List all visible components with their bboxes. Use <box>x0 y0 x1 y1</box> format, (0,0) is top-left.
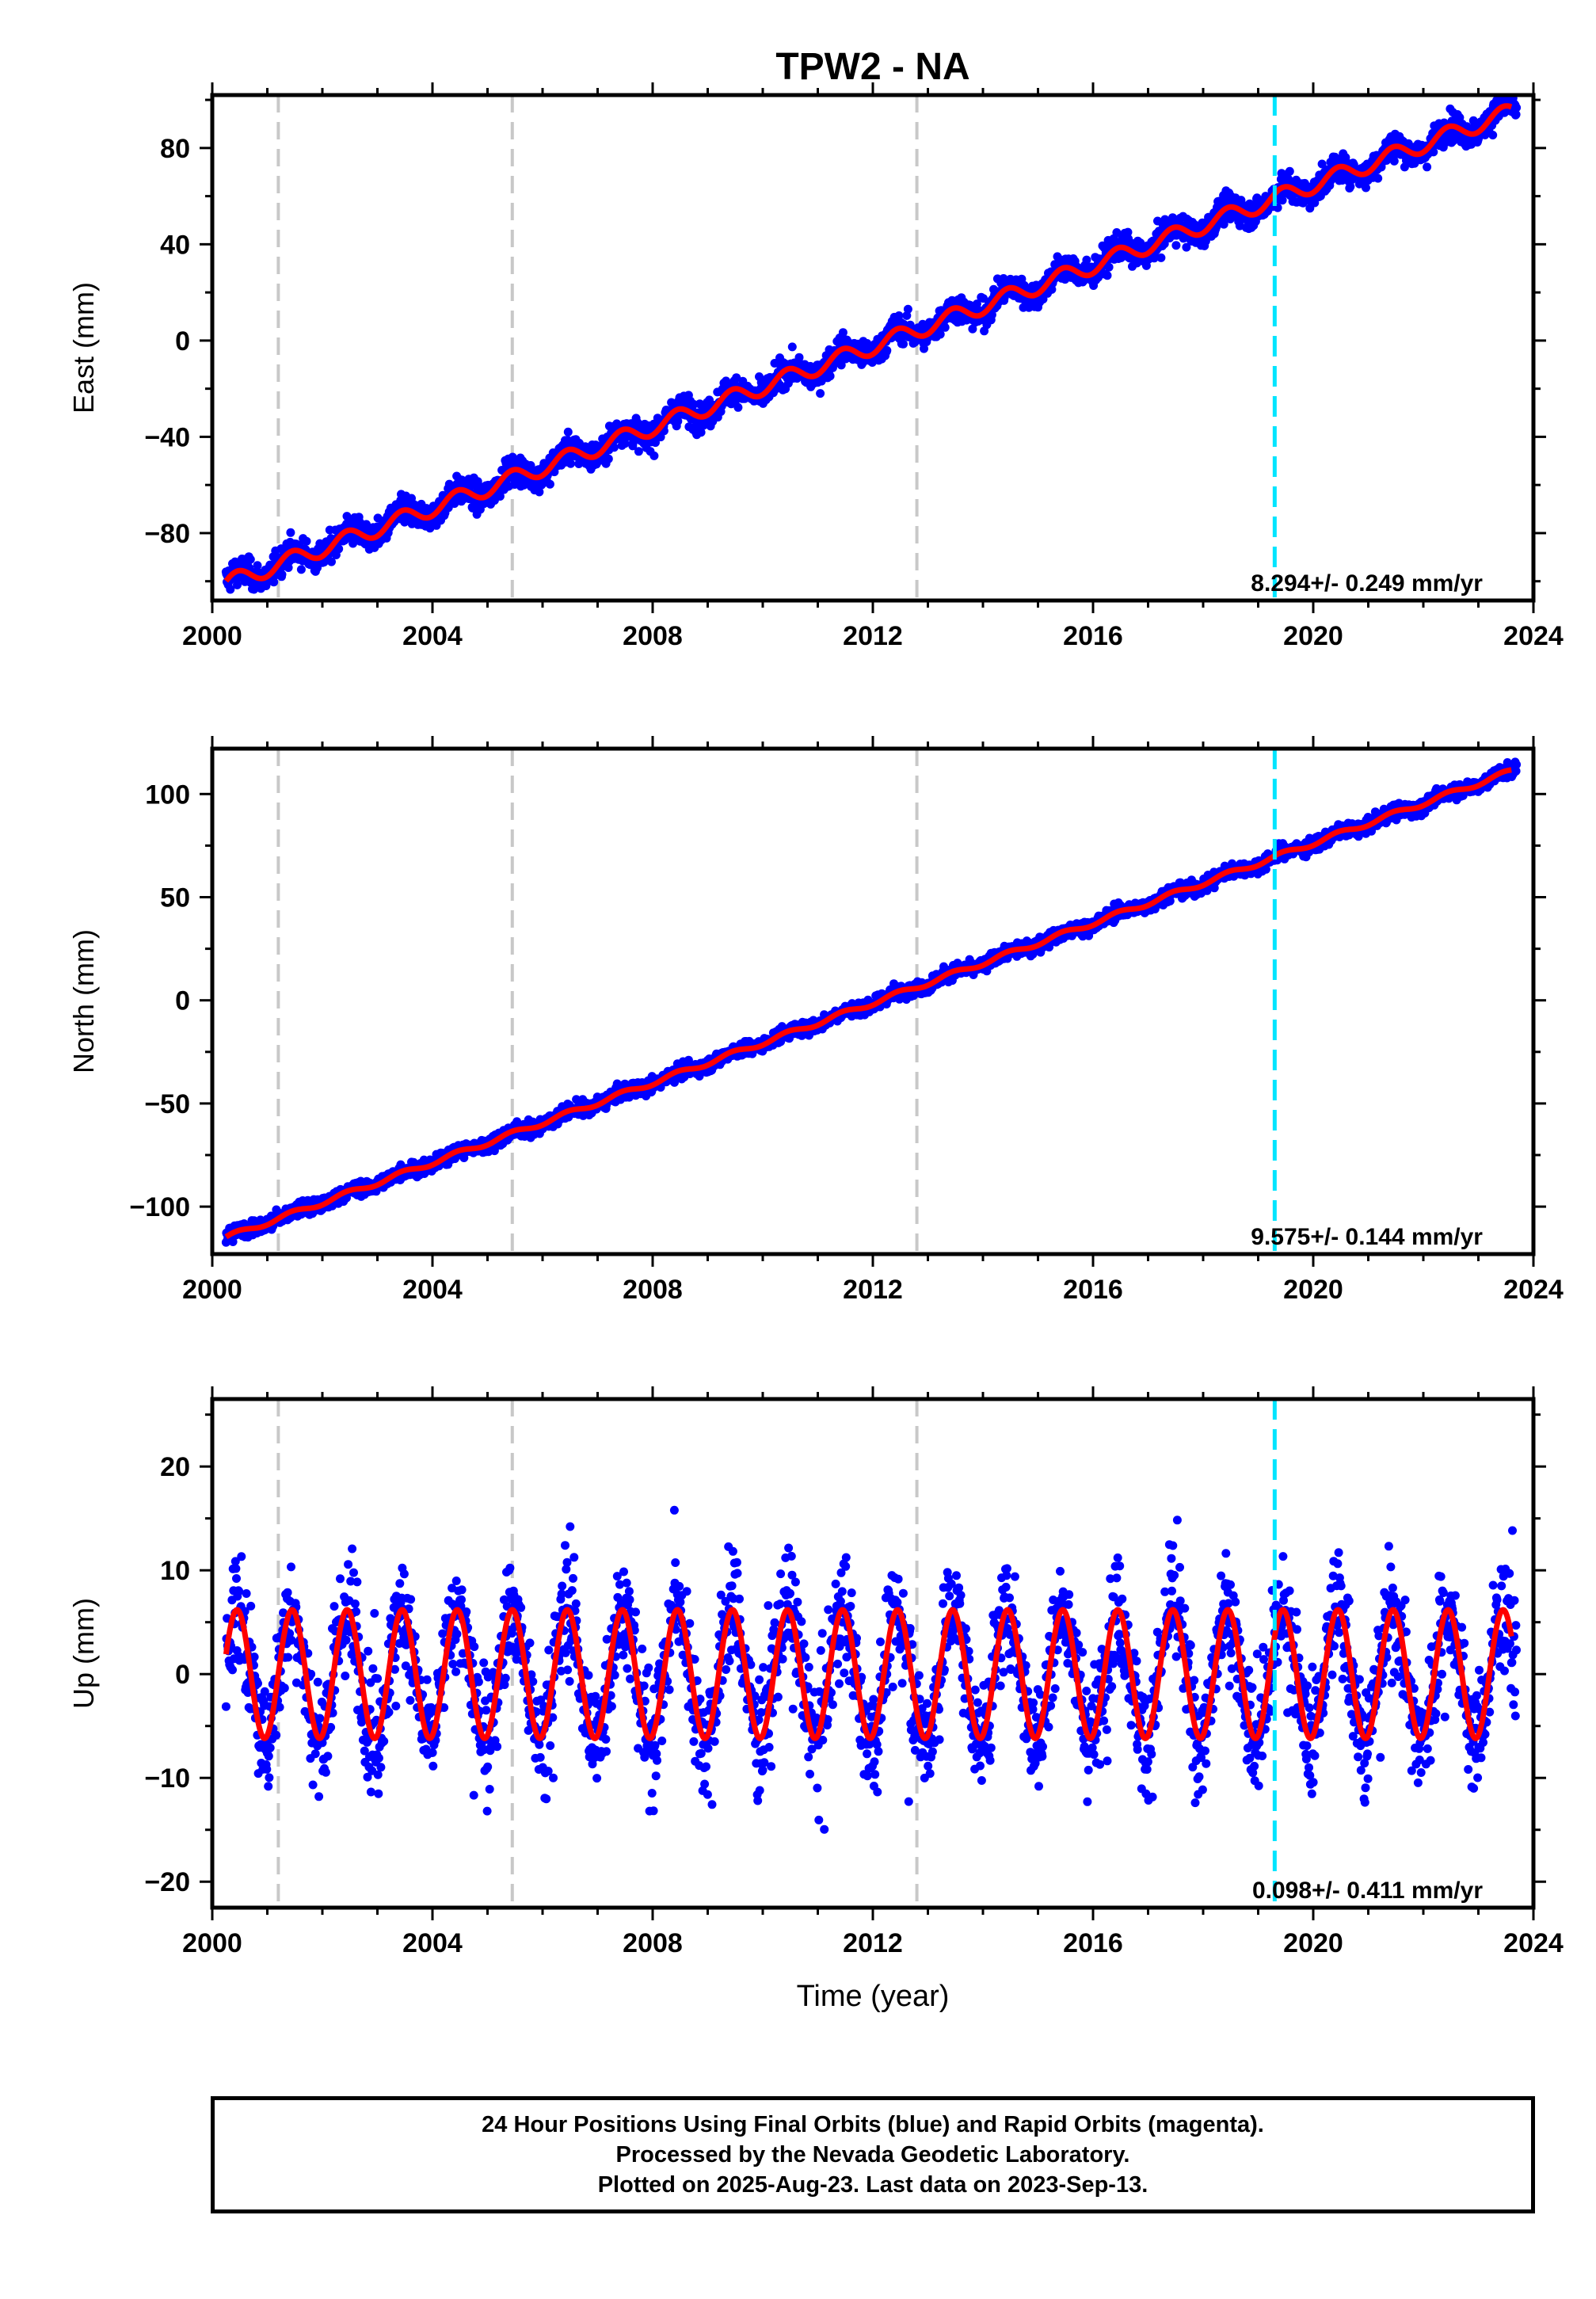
x-tick-label: 2008 <box>623 621 683 651</box>
y-tick-label: 40 <box>160 230 190 260</box>
data-point <box>1373 173 1383 183</box>
data-point <box>277 570 287 579</box>
data-points <box>221 95 1522 594</box>
data-point <box>732 373 741 383</box>
data-point <box>836 360 846 370</box>
data-point <box>342 1193 351 1203</box>
data-point <box>609 443 619 452</box>
y-tick-label: 0 <box>175 326 190 356</box>
data-point <box>566 459 575 468</box>
data-point <box>825 372 835 381</box>
data-point <box>972 299 981 309</box>
data-point <box>787 342 797 352</box>
velocity-label: 8.294+/- 0.249 mm/yr <box>1251 570 1483 597</box>
data-point <box>894 311 904 320</box>
data-point <box>228 1237 238 1246</box>
x-tick-label: 2000 <box>182 621 242 651</box>
data-point <box>935 330 945 339</box>
data-point <box>838 328 848 337</box>
x-tick-label: 2004 <box>402 621 463 651</box>
data-point <box>1236 196 1246 205</box>
data-point <box>649 451 659 460</box>
data-point <box>302 536 311 546</box>
data-point <box>903 304 912 314</box>
data-point <box>450 499 459 509</box>
data-point <box>968 324 977 334</box>
panel-east: 2000 2004 2008 2012 2016 2020 2024 −80 −40 0 40 80 E… <box>67 46 1564 651</box>
data-point <box>816 389 825 398</box>
y-tick-label: −40 <box>144 422 190 452</box>
data-point <box>1429 147 1438 157</box>
data-point <box>1171 241 1181 250</box>
data-point <box>1317 159 1327 169</box>
data-point <box>794 353 804 362</box>
data-point <box>233 580 242 589</box>
data-point <box>362 520 371 529</box>
panel-north: 2000 2004 2008 2012 2016 2020 2024−100−5005010… <box>67 736 1564 1305</box>
data-point <box>1423 162 1432 172</box>
data-point <box>1346 182 1355 191</box>
y-axis-label: East (mm) <box>67 282 100 414</box>
data-point <box>634 447 643 456</box>
data-point <box>1278 196 1287 205</box>
data-point <box>1389 156 1399 166</box>
data-point <box>1341 153 1350 162</box>
data-point <box>1160 239 1169 249</box>
data-point <box>733 402 743 412</box>
data-point <box>1156 253 1166 262</box>
x-tick-label: 2016 <box>1063 621 1123 651</box>
data-point <box>1123 227 1133 237</box>
data-point <box>246 555 255 564</box>
data-point <box>327 557 336 566</box>
data-point <box>1362 183 1370 193</box>
data-point <box>572 1095 581 1104</box>
data-point <box>1182 242 1191 252</box>
plot-area <box>221 95 1522 600</box>
x-tick-label: 2024 <box>1503 621 1564 651</box>
x-tick-label: 2012 <box>843 621 903 651</box>
data-point <box>604 454 613 463</box>
data-point <box>696 428 706 437</box>
data-point <box>1219 219 1228 229</box>
data-point <box>673 417 683 426</box>
data-point <box>987 310 996 319</box>
data-point <box>226 585 235 594</box>
data-point <box>545 479 554 489</box>
data-point <box>920 344 928 353</box>
data-point <box>940 322 950 332</box>
data-point <box>563 427 573 437</box>
data-point <box>1104 262 1114 272</box>
data-point <box>286 528 295 537</box>
data-point <box>1285 166 1294 176</box>
data-point <box>620 439 630 448</box>
y-tick-label: 80 <box>160 134 190 164</box>
plot-area <box>221 749 1522 1254</box>
data-point <box>1511 110 1521 119</box>
data-point <box>261 581 271 590</box>
x-tick-label: 2020 <box>1283 621 1343 651</box>
data-point <box>1103 271 1112 280</box>
data-point <box>1488 131 1498 139</box>
data-point <box>253 561 262 570</box>
data-points <box>221 757 1522 1247</box>
data-point <box>296 565 306 574</box>
data-point <box>284 563 293 572</box>
model-fit-line <box>223 103 1514 583</box>
data-point <box>899 339 908 349</box>
data-point <box>269 578 279 587</box>
data-point <box>1082 255 1091 265</box>
chart-title: TPW2 - NA <box>775 46 969 88</box>
data-point <box>334 544 344 554</box>
data-point <box>882 345 892 355</box>
data-point <box>495 492 505 501</box>
y-tick-label: −80 <box>144 519 190 549</box>
data-point <box>535 487 544 497</box>
data-point <box>1512 103 1522 112</box>
